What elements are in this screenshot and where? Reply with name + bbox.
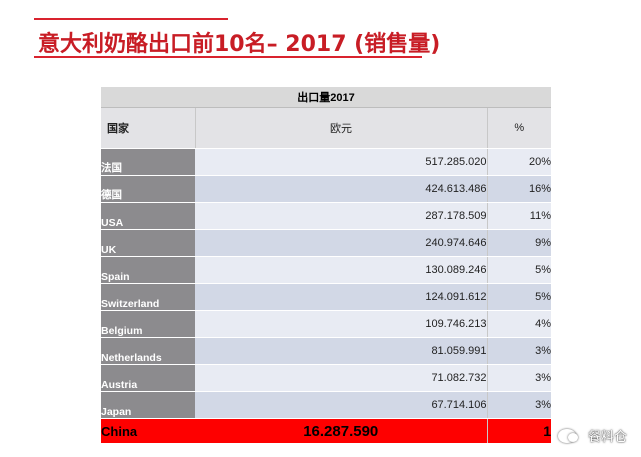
value-cell: 71.082.732 xyxy=(195,364,487,392)
country-cell: Japan xyxy=(101,391,195,419)
table-row: 法国 517.285.020 20% xyxy=(101,148,551,176)
value-cell: 240.974.646 xyxy=(195,229,487,257)
country-cell: 法国 xyxy=(101,148,195,176)
value-cell: 287.178.509 xyxy=(195,202,487,230)
percent-cell: 5% xyxy=(486,256,551,284)
table-header-row: 国家 欧元 % xyxy=(101,107,551,149)
table-row: 德国 424.613.486 16% xyxy=(101,175,551,203)
table-row: Japan 67.714.106 3% xyxy=(101,391,551,419)
wechat-icon xyxy=(557,428,578,443)
table-row: Spain 130.089.246 5% xyxy=(101,256,551,284)
percent-cell: 4% xyxy=(486,310,551,338)
table-row: Belgium 109.746.213 4% xyxy=(101,310,551,338)
value-cell: 424.613.486 xyxy=(195,175,487,203)
percent-cell: 1 xyxy=(486,418,551,444)
title-underline xyxy=(34,56,422,58)
value-cell: 124.091.612 xyxy=(195,283,487,311)
country-cell: Switzerland xyxy=(101,283,195,311)
country-cell: USA xyxy=(101,202,195,230)
percent-cell: 20% xyxy=(486,148,551,176)
value-cell: 16.287.590 xyxy=(195,418,487,444)
country-cell: Spain xyxy=(101,256,195,284)
top-accent-line xyxy=(34,18,228,20)
export-table: 出口量2017 国家 欧元 % 法国 517.285.020 20% 德国 42… xyxy=(101,87,551,444)
value-cell: 109.746.213 xyxy=(195,310,487,338)
country-cell: 德国 xyxy=(101,175,195,203)
percent-cell: 9% xyxy=(486,229,551,257)
table-caption-row: 出口量2017 xyxy=(101,87,551,108)
table-row: Austria 71.082.732 3% xyxy=(101,364,551,392)
table-row: Switzerland 124.091.612 5% xyxy=(101,283,551,311)
country-cell: Netherlands xyxy=(101,337,195,365)
watermark-text: 餐料仓 xyxy=(587,430,627,445)
country-cell: China xyxy=(101,418,195,444)
percent-cell: 3% xyxy=(486,391,551,419)
percent-cell: 16% xyxy=(486,175,551,203)
value-cell: 81.059.991 xyxy=(195,337,487,365)
watermark: 餐料仓 xyxy=(557,426,627,445)
country-cell: Austria xyxy=(101,364,195,392)
value-cell: 130.089.246 xyxy=(195,256,487,284)
highlight-row-china: China 16.287.590 1 xyxy=(101,418,551,444)
value-cell: 67.714.106 xyxy=(195,391,487,419)
header-country: 国家 xyxy=(101,107,195,149)
percent-cell: 5% xyxy=(486,283,551,311)
country-cell: Belgium xyxy=(101,310,195,338)
table-row: Netherlands 81.059.991 3% xyxy=(101,337,551,365)
country-cell: UK xyxy=(101,229,195,257)
percent-cell: 3% xyxy=(486,337,551,365)
table-caption: 出口量2017 xyxy=(101,87,551,108)
table-row: USA 287.178.509 11% xyxy=(101,202,551,230)
header-percent: % xyxy=(486,107,551,149)
percent-cell: 11% xyxy=(486,202,551,230)
table-row: UK 240.974.646 9% xyxy=(101,229,551,257)
header-euro: 欧元 xyxy=(194,107,487,149)
value-cell: 517.285.020 xyxy=(195,148,487,176)
page-title: 意大利奶酪出口前10名– 2017 (销售量) xyxy=(38,32,441,57)
percent-cell: 3% xyxy=(486,364,551,392)
